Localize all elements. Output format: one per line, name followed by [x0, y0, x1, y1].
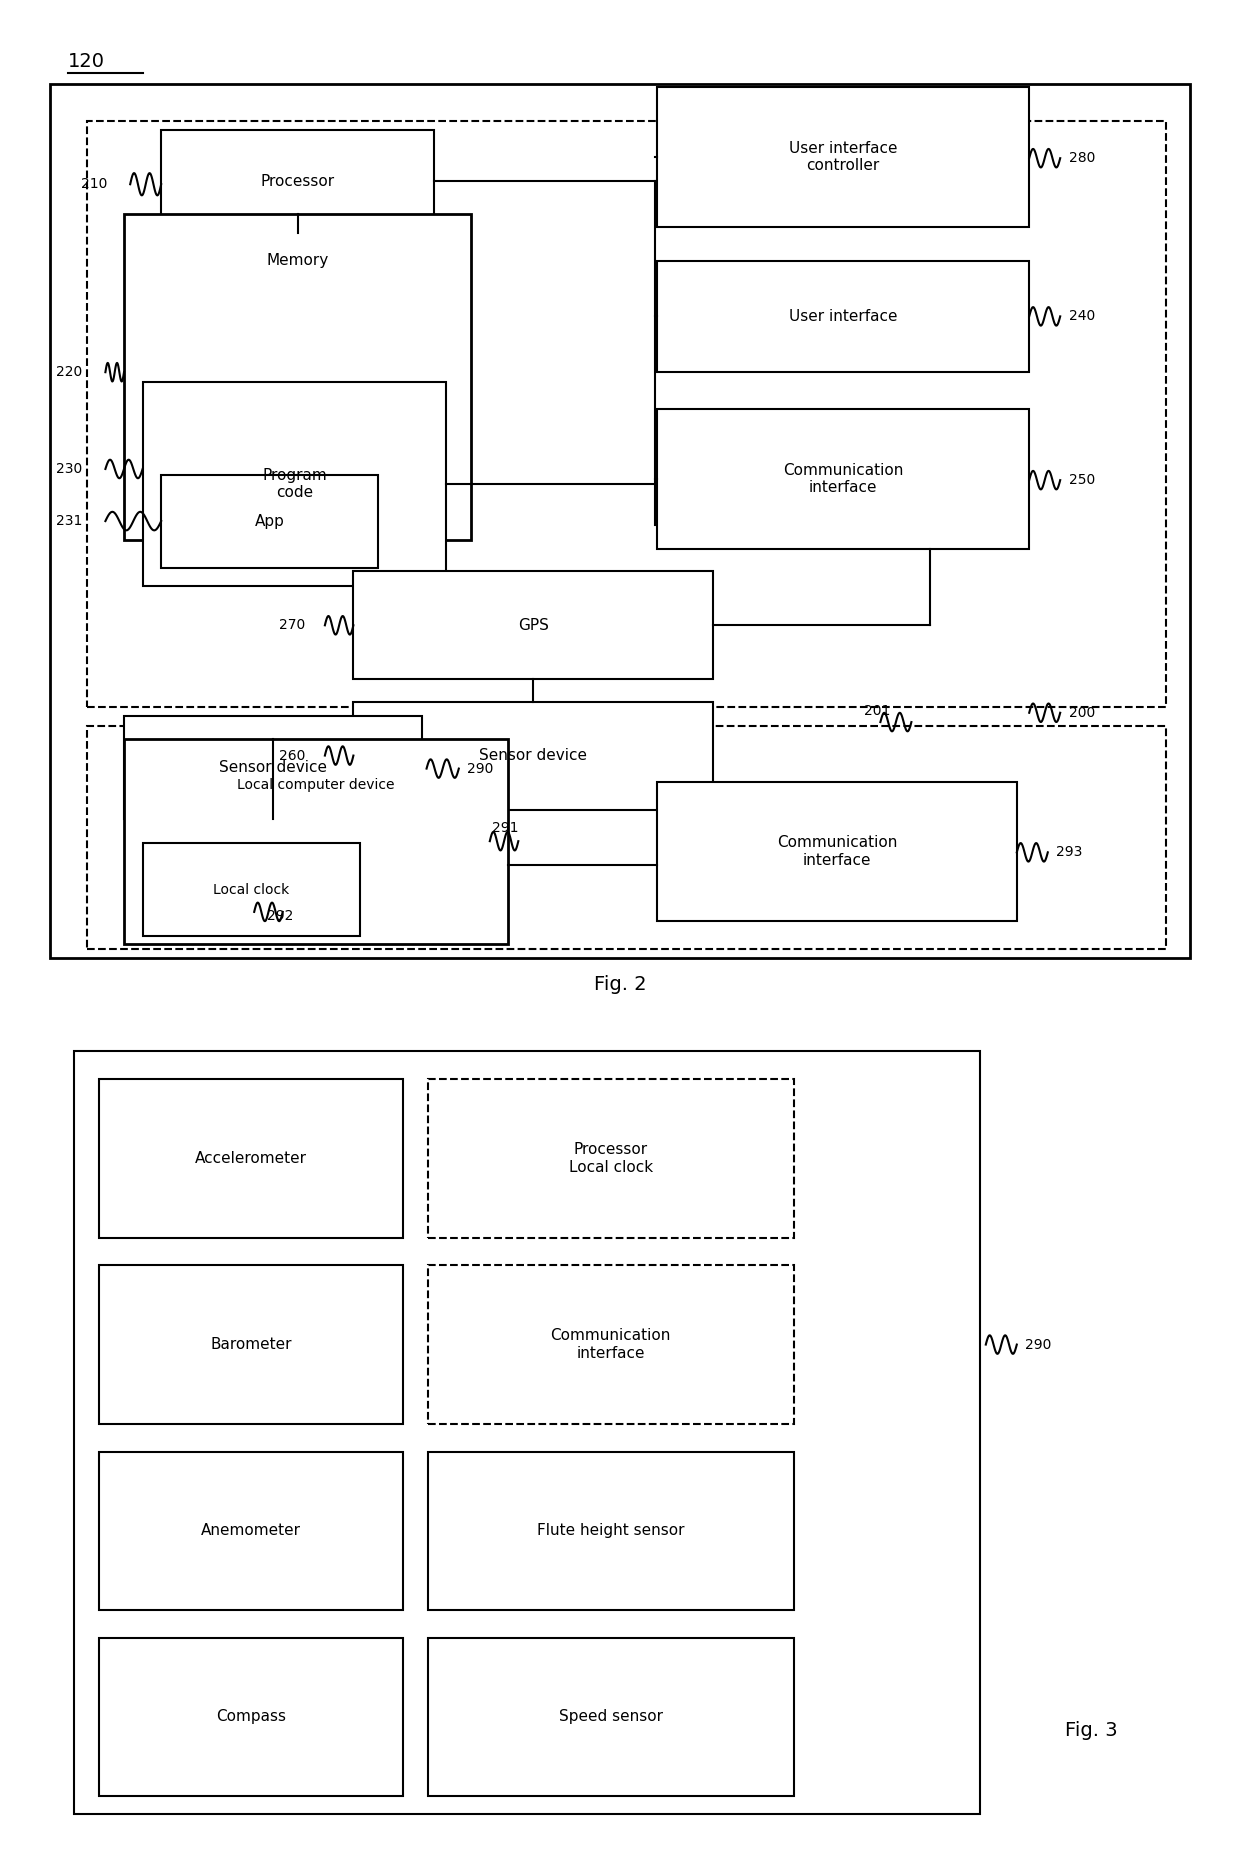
Text: 201: 201 [864, 703, 890, 718]
Text: Processor
Local clock: Processor Local clock [569, 1143, 652, 1174]
Text: App: App [254, 514, 285, 529]
Text: Barometer: Barometer [211, 1336, 291, 1353]
Bar [124, 214, 471, 540]
Bar [74, 1051, 980, 1814]
Text: User interface
controller: User interface controller [789, 141, 898, 173]
Text: 200: 200 [1069, 705, 1095, 720]
Text: Communication
interface: Communication interface [776, 836, 898, 867]
Bar [99, 1638, 403, 1796]
Text: 270: 270 [279, 618, 305, 633]
Text: GPS: GPS [518, 618, 548, 633]
Bar [657, 87, 1029, 227]
Text: Communication
interface: Communication interface [551, 1329, 671, 1360]
Bar [161, 130, 434, 233]
Text: 291: 291 [492, 821, 518, 836]
Bar [428, 1638, 794, 1796]
Bar [353, 571, 713, 679]
Text: 230: 230 [56, 462, 82, 476]
Bar [143, 382, 446, 586]
Bar [99, 1079, 403, 1238]
Text: Sensor device: Sensor device [218, 759, 327, 776]
Bar [161, 475, 378, 568]
Text: 210: 210 [81, 177, 107, 192]
Text: Communication
interface: Communication interface [782, 463, 904, 495]
Text: Local computer device: Local computer device [237, 778, 396, 793]
Text: Anemometer: Anemometer [201, 1522, 301, 1539]
Text: Memory: Memory [267, 253, 329, 268]
Text: Fig. 2: Fig. 2 [594, 975, 646, 994]
Bar [143, 843, 360, 936]
Text: 293: 293 [1056, 845, 1083, 860]
Text: 290: 290 [1025, 1338, 1052, 1351]
Text: Processor: Processor [260, 173, 335, 190]
Text: Fig. 3: Fig. 3 [1065, 1721, 1117, 1740]
Bar [99, 1452, 403, 1610]
Bar [87, 121, 1166, 707]
Text: Accelerometer: Accelerometer [195, 1150, 308, 1167]
Bar [657, 782, 1017, 921]
Text: 250: 250 [1069, 473, 1095, 488]
Text: 240: 240 [1069, 309, 1095, 324]
Bar [657, 409, 1029, 549]
Text: Compass: Compass [216, 1708, 286, 1725]
Text: 290: 290 [467, 761, 494, 776]
Bar [124, 716, 422, 819]
Bar [87, 726, 1166, 949]
Bar [124, 739, 508, 944]
Bar [353, 702, 713, 810]
Text: 292: 292 [267, 908, 293, 923]
Bar [50, 84, 1190, 958]
Bar [428, 1452, 794, 1610]
Bar [428, 1265, 794, 1424]
Text: 231: 231 [56, 514, 82, 529]
Text: 120: 120 [68, 52, 105, 71]
Bar [99, 1265, 403, 1424]
Bar [428, 1079, 794, 1238]
Text: 280: 280 [1069, 151, 1095, 166]
Text: Speed sensor: Speed sensor [559, 1708, 662, 1725]
Text: 220: 220 [56, 365, 82, 380]
Text: Local clock: Local clock [213, 882, 289, 897]
Text: Sensor device: Sensor device [479, 748, 588, 763]
Text: 260: 260 [279, 748, 305, 763]
Bar [657, 261, 1029, 372]
Text: Program
code: Program code [262, 467, 327, 501]
Text: Flute height sensor: Flute height sensor [537, 1522, 684, 1539]
Text: User interface: User interface [789, 309, 898, 324]
